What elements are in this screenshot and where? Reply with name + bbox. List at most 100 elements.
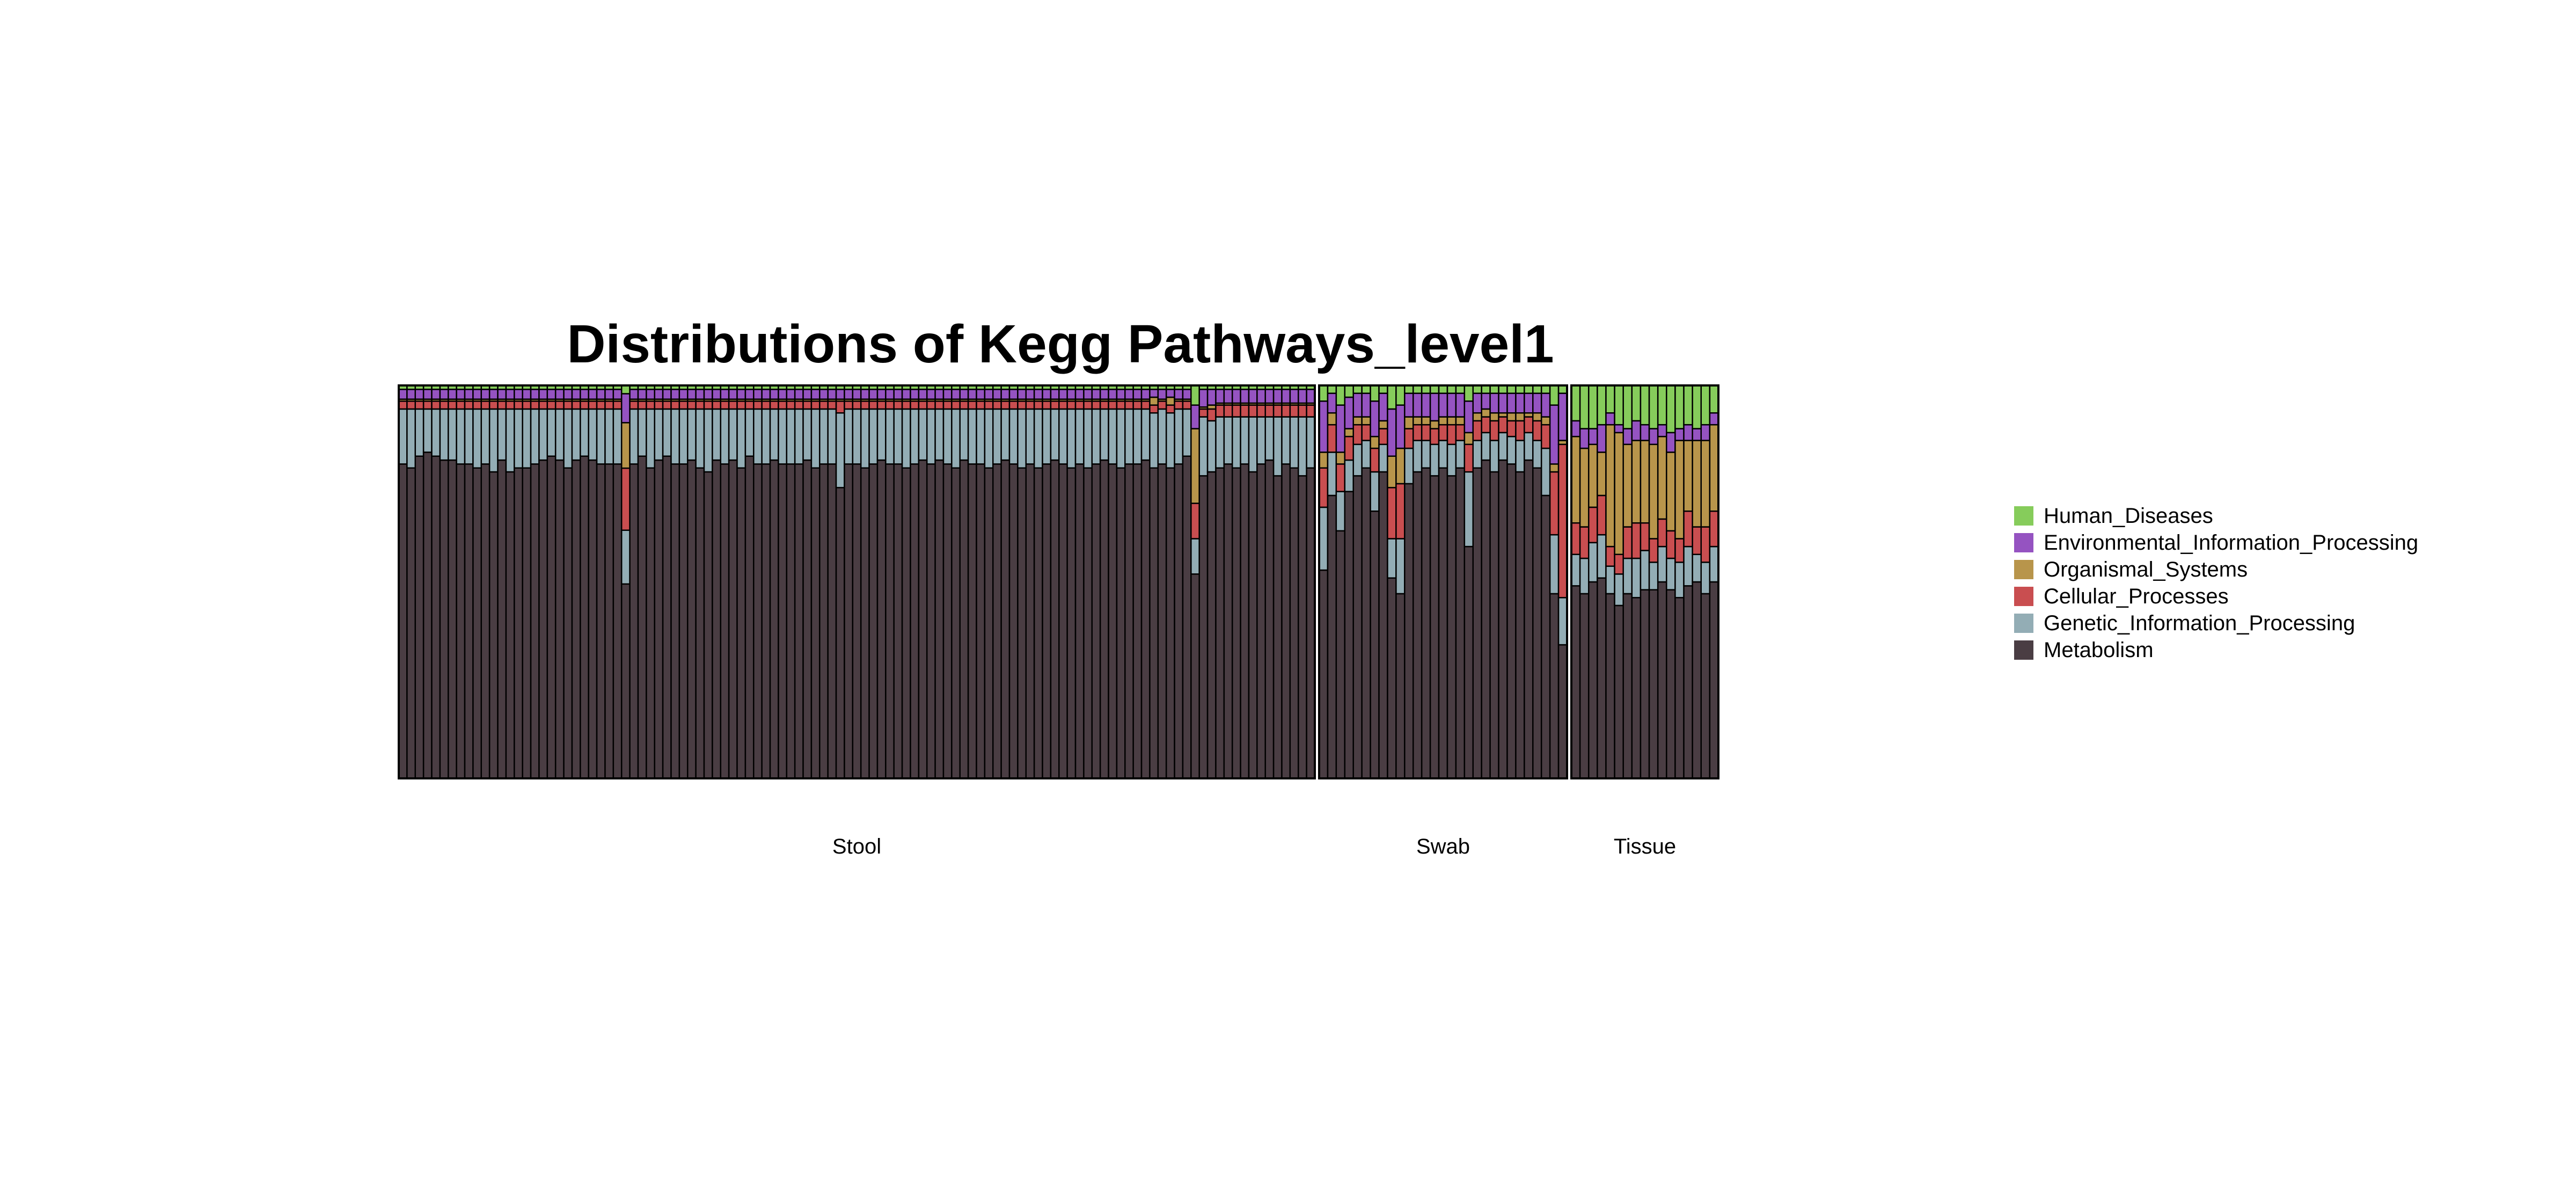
bar-segment-human-diseases [1622, 384, 1633, 429]
bar-segment-cellular-processes [1683, 510, 1693, 548]
bar-segment-genetic-information-processing [1498, 432, 1508, 461]
bar-segment-environmental-information-processing [769, 389, 779, 400]
bar-segment-cellular-processes [406, 400, 416, 410]
bar-segment-environmental-information-processing [1272, 389, 1283, 404]
group-label: Stool [832, 835, 881, 858]
bar-segment-metabolism [571, 459, 581, 779]
bar-segment-metabolism [827, 463, 837, 779]
bar-segment-metabolism [596, 463, 606, 779]
bar-segment-genetic-information-processing [480, 408, 491, 465]
bar-segment-metabolism [1597, 577, 1607, 779]
bar-segment-human-diseases [1640, 384, 1650, 426]
bar-segment-environmental-information-processing [926, 389, 936, 400]
bar-segment-environmental-information-processing [1622, 428, 1633, 446]
bar-segment-environmental-information-processing [1540, 392, 1551, 418]
bar-segment-genetic-information-processing [1648, 562, 1659, 590]
bar-segment-genetic-information-processing [976, 408, 986, 465]
bar-segment-cellular-processes [1017, 400, 1027, 410]
bar-segment-cellular-processes [580, 400, 589, 410]
bar-segment-cellular-processes [431, 400, 441, 410]
bar-segment-metabolism [439, 459, 449, 779]
bar-segment-environmental-information-processing [1033, 389, 1043, 400]
bar-segment-environmental-information-processing [1557, 392, 1568, 441]
bar-segment-genetic-information-processing [1017, 408, 1027, 469]
bar-segment-metabolism [1446, 475, 1457, 779]
bar-segment-genetic-information-processing [720, 408, 730, 465]
bar-segment-metabolism [448, 459, 457, 779]
bar-segment-environmental-information-processing [852, 389, 862, 400]
bar-segment-metabolism [1429, 475, 1440, 779]
bar-segment-genetic-information-processing [1289, 416, 1299, 469]
bar-segment-metabolism [1297, 475, 1307, 779]
bar-segment-genetic-information-processing [1352, 443, 1363, 477]
bar-segment-cellular-processes [1033, 400, 1043, 410]
bar-segment-cellular-processes [1281, 404, 1291, 418]
bar-segment-metabolism [728, 459, 738, 779]
bar-segment-environmental-information-processing [976, 389, 986, 400]
bar-segment-environmental-information-processing [612, 389, 623, 400]
bar-segment-cellular-processes [1165, 404, 1175, 414]
bar-segment-metabolism [1058, 463, 1068, 779]
bar-segment-metabolism [588, 459, 598, 779]
legend-label: Organismal_Systems [2044, 558, 2248, 581]
bar-segment-environmental-information-processing [984, 389, 994, 400]
bar-segment-environmental-information-processing [736, 389, 747, 400]
bar-segment-environmental-information-processing [522, 389, 532, 400]
bar-segment-genetic-information-processing [959, 408, 969, 461]
bar-segment-metabolism [1074, 463, 1085, 779]
bar-segment-metabolism [1683, 585, 1693, 779]
bar-segment-human-diseases [1549, 384, 1560, 406]
bar-segment-cellular-processes [967, 400, 977, 410]
bar-segment-organismal-systems [1378, 420, 1388, 429]
bar-segment-environmental-information-processing [761, 389, 771, 400]
bar-segment-metabolism [414, 455, 425, 779]
bar-segment-genetic-information-processing [893, 408, 903, 465]
bar-segment-metabolism [1657, 581, 1667, 779]
bar-segment-organismal-systems [1597, 451, 1607, 497]
bar-segment-cellular-processes [1622, 526, 1633, 559]
bar-segment-organismal-systems [620, 422, 631, 469]
bar-segment-environmental-information-processing [794, 389, 804, 400]
bar-segment-metabolism [1240, 463, 1250, 779]
bar-segment-cellular-processes [934, 400, 945, 410]
bar-segment-environmental-information-processing [546, 389, 557, 400]
bar-segment-environmental-information-processing [744, 389, 755, 400]
bar-segment-metabolism [1140, 459, 1151, 779]
bar-segment-cellular-processes [439, 400, 449, 410]
bar-segment-human-diseases [1404, 384, 1414, 394]
bar-segment-cellular-processes [620, 467, 631, 531]
bar-segment-metabolism [422, 451, 433, 779]
bar-segment-environmental-information-processing [1532, 392, 1542, 414]
bar-segment-human-diseases [1666, 384, 1676, 434]
bar-segment-metabolism [926, 463, 936, 779]
bar-segment-cellular-processes [844, 400, 854, 410]
group-stool: Stool [398, 384, 1316, 858]
bar-segment-genetic-information-processing [761, 408, 771, 465]
bar-segment-environmental-information-processing [967, 389, 977, 400]
bar-segment-genetic-information-processing [728, 408, 738, 461]
bar-segment-genetic-information-processing [827, 408, 837, 465]
bar-segment-cellular-processes [588, 400, 598, 410]
bar-segment-genetic-information-processing [1240, 416, 1250, 465]
bar-segment-cellular-processes [976, 400, 986, 410]
bar-segment-cellular-processes [414, 400, 425, 410]
bar-segment-metabolism [1327, 494, 1337, 779]
bar-segment-genetic-information-processing [488, 408, 499, 473]
legend-label: Genetic_Information_Processing [2044, 611, 2355, 635]
bar-segment-genetic-information-processing [662, 408, 672, 457]
bar-segment-environmental-information-processing [629, 389, 639, 400]
bar-segment-environmental-information-processing [1132, 389, 1143, 400]
bar-segment-human-diseases [1587, 384, 1598, 429]
bar-segment-cellular-processes [1532, 420, 1542, 441]
bar-segment-cellular-processes [1198, 408, 1209, 418]
bar-segment-environmental-information-processing [1124, 389, 1134, 400]
bar-segment-genetic-information-processing [414, 408, 425, 457]
legend-swatch [2014, 533, 2033, 552]
bar-segment-environmental-information-processing [1042, 389, 1052, 400]
bar-segment-metabolism [1272, 475, 1283, 779]
bar-segment-cellular-processes [637, 400, 647, 410]
bar-segment-genetic-information-processing [901, 408, 911, 469]
bar-segment-metabolism [1000, 459, 1011, 779]
bar-segment-environmental-information-processing [835, 389, 845, 400]
bar-segment-genetic-information-processing [1190, 538, 1200, 575]
